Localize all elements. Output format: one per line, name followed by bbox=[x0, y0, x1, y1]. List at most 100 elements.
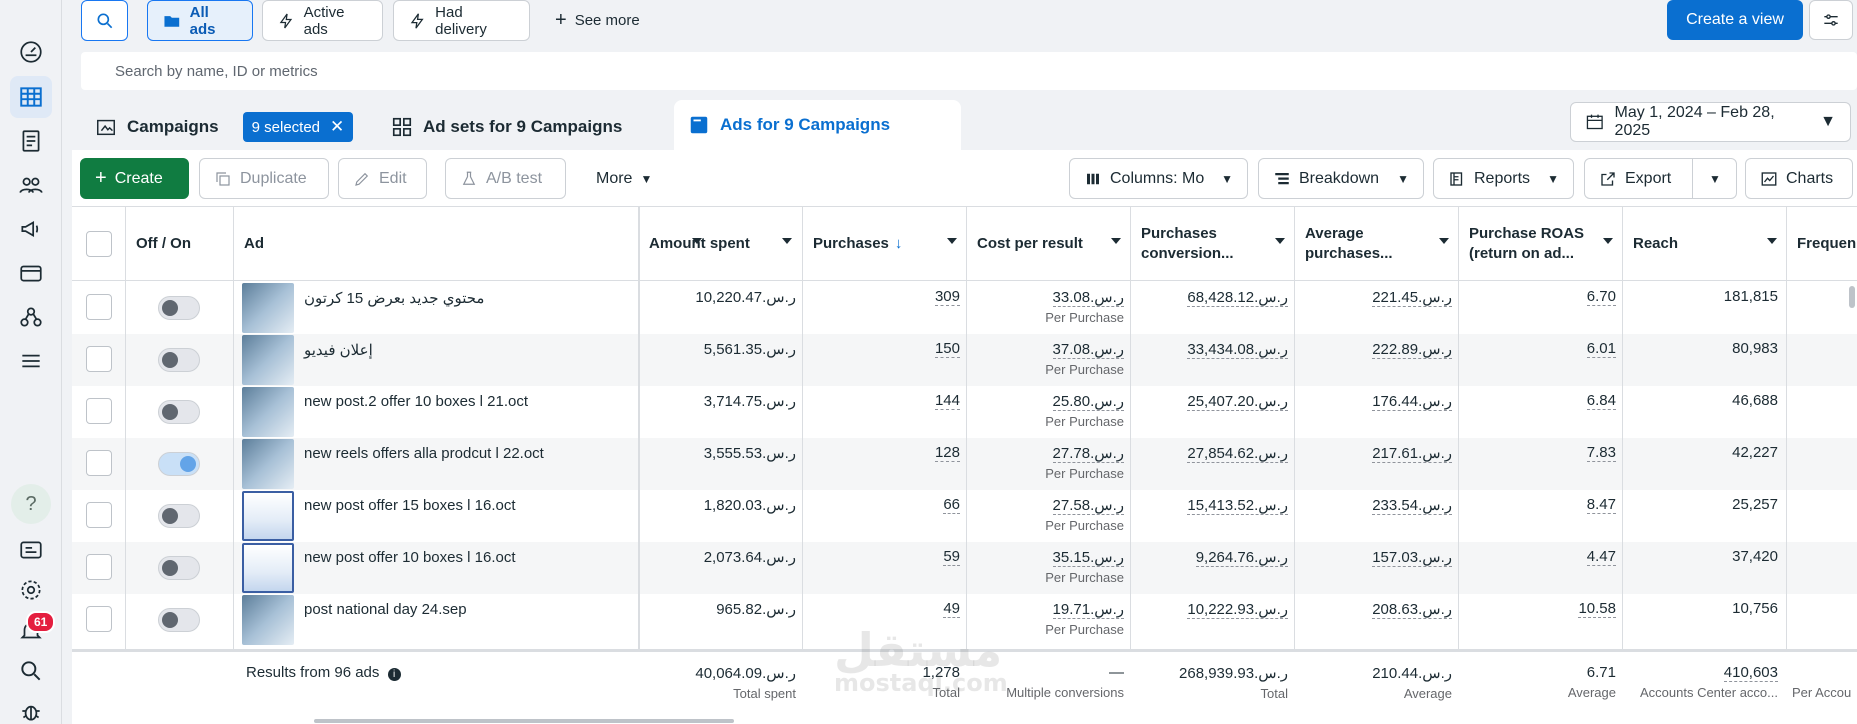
ad-thumbnail[interactable] bbox=[242, 595, 294, 645]
table-row[interactable]: محتوي جديد بعرض 15 كرتون 10,220.47.ر.س 309… bbox=[72, 282, 1857, 334]
ad-name-link[interactable]: إعلان فيديو bbox=[304, 342, 373, 359]
table-row[interactable]: post national day 24.sep 965.82.ر.س 49 19.7… bbox=[72, 594, 1857, 646]
delivery-toggle[interactable] bbox=[158, 348, 200, 372]
ad-name-link[interactable]: new post offer 15 boxes l 16.oct bbox=[304, 497, 516, 514]
date-range-picker[interactable]: May 1, 2024 – Feb 28, 2025 ▼ bbox=[1570, 102, 1851, 142]
breakdown-dropdown[interactable]: Breakdown ▼ bbox=[1258, 158, 1424, 199]
ad-thumbnail[interactable] bbox=[242, 387, 294, 437]
col-reach[interactable]: Reach bbox=[1623, 207, 1787, 281]
cell-purchases: 150 bbox=[934, 340, 960, 358]
ad-thumbnail[interactable] bbox=[242, 283, 294, 333]
caret-down-icon bbox=[692, 238, 702, 244]
close-icon[interactable]: ✕ bbox=[330, 117, 345, 136]
ad-name-link[interactable]: new post offer 10 boxes l 16.oct bbox=[304, 549, 516, 566]
toggle-knob bbox=[162, 560, 178, 576]
col-purchases-conversion[interactable]: Purchases conversion... bbox=[1131, 207, 1295, 281]
ad-name-link[interactable]: new post.2 offer 10 boxes l 21.oct bbox=[304, 393, 529, 410]
tab-ad-sets[interactable]: Ad sets for 9 Campaigns bbox=[377, 104, 665, 150]
col-average-purchases[interactable]: Average purchases... bbox=[1295, 207, 1459, 281]
vertical-scrollbar[interactable] bbox=[1849, 286, 1855, 308]
bug-icon[interactable] bbox=[10, 690, 52, 724]
columns-dropdown[interactable]: Columns: Mo ▼ bbox=[1069, 158, 1248, 199]
chart-icon bbox=[1761, 171, 1777, 186]
audience-icon[interactable] bbox=[10, 164, 52, 206]
row-checkbox[interactable] bbox=[86, 294, 112, 320]
export-button[interactable]: Export ▼ bbox=[1584, 158, 1737, 199]
table-icon[interactable] bbox=[10, 76, 52, 118]
search-input[interactable]: Search by name, ID or metrics bbox=[81, 52, 1857, 90]
row-checkbox[interactable] bbox=[86, 554, 112, 580]
col-frequency[interactable]: Frequen bbox=[1797, 235, 1857, 252]
billing-card-icon[interactable] bbox=[10, 252, 52, 294]
ad-name-link[interactable]: محتوي جديد بعرض 15 كرتون bbox=[304, 290, 485, 307]
create-view-button[interactable]: Create a view bbox=[1667, 0, 1803, 40]
delivery-toggle[interactable] bbox=[158, 556, 200, 580]
row-checkbox[interactable] bbox=[86, 346, 112, 372]
delivery-toggle[interactable] bbox=[158, 296, 200, 320]
table-row[interactable]: new post offer 15 boxes l 16.oct 1,820.03… bbox=[72, 490, 1857, 542]
chevron-down-icon[interactable]: ▼ bbox=[1709, 171, 1721, 186]
network-icon[interactable] bbox=[10, 296, 52, 338]
cell-amount-spent: 3,555.53.ر.س bbox=[703, 445, 796, 462]
toggle-knob bbox=[162, 612, 178, 628]
table-row[interactable]: new post.2 offer 10 boxes l 21.oct 3,714.… bbox=[72, 386, 1857, 438]
ad-thumbnail[interactable] bbox=[242, 439, 294, 489]
ad-thumbnail[interactable] bbox=[242, 543, 294, 593]
table-row[interactable]: new reels offers alla prodcut l 22.oct 3,… bbox=[72, 438, 1857, 490]
ab-test-button[interactable]: A/B test bbox=[445, 158, 566, 199]
row-checkbox[interactable] bbox=[86, 606, 112, 632]
view-settings-button[interactable] bbox=[1809, 0, 1853, 40]
search-toggle-button[interactable] bbox=[81, 0, 128, 41]
charts-button[interactable]: Charts bbox=[1745, 158, 1853, 199]
id-card-icon[interactable] bbox=[10, 529, 52, 571]
footer-spent: 40,064.09.ر.س Total spent bbox=[695, 665, 796, 701]
pages-icon[interactable] bbox=[10, 120, 52, 162]
reports-dropdown[interactable]: Reports ▼ bbox=[1433, 158, 1574, 199]
ad-name-link[interactable]: post national day 24.sep bbox=[304, 601, 467, 618]
delivery-toggle[interactable] bbox=[158, 400, 200, 424]
duplicate-button[interactable]: Duplicate bbox=[199, 158, 329, 199]
cell-cost-per-result: 25.80.ر.س Per Purchase bbox=[1045, 393, 1124, 429]
search-icon[interactable] bbox=[10, 650, 52, 692]
selected-chip[interactable]: 9 selected ✕ bbox=[242, 112, 354, 142]
tab-campaigns[interactable]: Campaigns 9 selected ✕ bbox=[81, 104, 369, 150]
gauge-icon[interactable] bbox=[10, 31, 52, 73]
table-row[interactable]: إعلان فيديو 5,561.35.ر.س 150 37.08.ر.س Per P… bbox=[72, 334, 1857, 386]
col-ad[interactable]: Ad bbox=[234, 207, 712, 281]
delivery-toggle[interactable] bbox=[158, 608, 200, 632]
ad-name-link[interactable]: new reels offers alla prodcut l 22.oct bbox=[304, 445, 544, 462]
delivery-toggle[interactable] bbox=[158, 504, 200, 528]
ads-table: Off / On Ad Amount spent Purchases ↓ Cost… bbox=[72, 206, 1857, 724]
col-off-on[interactable]: Off / On bbox=[136, 235, 191, 252]
row-checkbox[interactable] bbox=[86, 502, 112, 528]
megaphone-icon[interactable] bbox=[10, 208, 52, 250]
menu-icon[interactable] bbox=[10, 340, 52, 382]
notification-badge: 61 bbox=[26, 611, 56, 633]
tab-ads[interactable]: Ads for 9 Campaigns bbox=[674, 100, 961, 150]
cell-average-purchases: 233.54.ر.س bbox=[1372, 497, 1452, 515]
row-checkbox[interactable] bbox=[86, 450, 112, 476]
see-more-button[interactable]: + See more bbox=[555, 9, 640, 31]
horizontal-scrollbar[interactable] bbox=[314, 719, 734, 723]
active-ads-filter[interactable]: Active ads bbox=[262, 0, 383, 41]
all-ads-filter[interactable]: All ads bbox=[147, 0, 253, 41]
settings-gear-icon[interactable] bbox=[10, 569, 52, 611]
row-checkbox[interactable] bbox=[86, 398, 112, 424]
delivery-toggle[interactable] bbox=[158, 452, 200, 476]
col-amount-spent[interactable]: Amount spent bbox=[639, 207, 802, 281]
select-all-checkbox[interactable] bbox=[86, 231, 112, 257]
info-icon[interactable]: i bbox=[387, 668, 401, 681]
col-purchases[interactable]: Purchases ↓ bbox=[803, 207, 967, 281]
create-button[interactable]: + Create bbox=[80, 158, 189, 199]
toggle-knob bbox=[180, 456, 196, 472]
ad-thumbnail[interactable] bbox=[242, 491, 294, 541]
col-purchase-roas[interactable]: Purchase ROAS (return on ad... bbox=[1459, 207, 1623, 281]
help-icon[interactable]: ? bbox=[11, 484, 51, 524]
more-button[interactable]: More ▼ bbox=[582, 158, 667, 199]
edit-button[interactable]: Edit bbox=[338, 158, 427, 199]
had-delivery-filter[interactable]: Had delivery bbox=[393, 0, 530, 41]
col-cost-per-result[interactable]: Cost per result bbox=[967, 207, 1131, 281]
cell-purchases-conversion: 27,854.62.ر.س bbox=[1187, 445, 1288, 463]
table-row[interactable]: new post offer 10 boxes l 16.oct 2,073.64… bbox=[72, 542, 1857, 594]
ad-thumbnail[interactable] bbox=[242, 335, 294, 385]
